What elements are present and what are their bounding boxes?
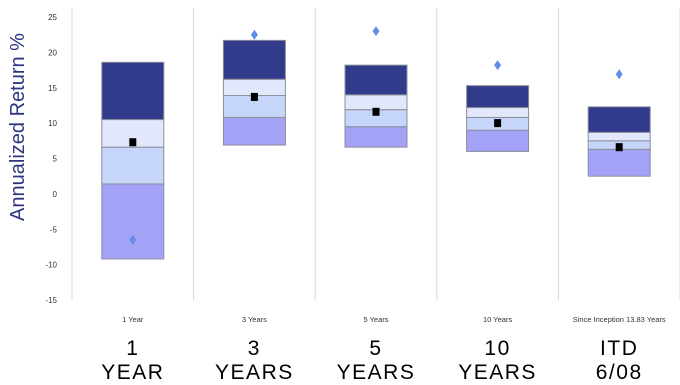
period-label-line: ITD [600, 337, 638, 360]
box-top-band [101, 61, 165, 121]
y-tick-label: 20 [48, 48, 57, 57]
y-tick-label: 5 [53, 155, 58, 164]
box-top-band [344, 64, 408, 96]
y-axis-label: Annualized Return % [7, 33, 29, 221]
y-tick-label: 15 [48, 84, 57, 93]
y-tick-labels: -15 -10 -5 0 5 10 15 20 25 [45, 13, 57, 305]
x-tick-label: 3 Years [242, 315, 267, 324]
period-label-line: 10 [484, 337, 510, 360]
period-label-line: 1 [126, 337, 139, 360]
category-dividers [71, 8, 680, 300]
box-top-band [222, 39, 286, 80]
box-upper-mid-band [466, 107, 530, 118]
box-series [101, 26, 651, 260]
y-tick-label: -15 [45, 296, 57, 305]
y-tick-label: -5 [50, 225, 58, 234]
x-tick-label: Since Inception 13.83 Years [573, 315, 666, 324]
x-tick-label: 5 Years [363, 315, 388, 324]
period-label-line: 6/08 [596, 361, 643, 384]
box-top-band [587, 106, 651, 133]
box-bottom-band [344, 126, 408, 148]
period-label-line: YEARS [215, 361, 294, 384]
box-bottom-band [222, 116, 286, 146]
box-upper-mid-band [344, 94, 408, 111]
box-upper-mid-band [587, 131, 651, 142]
y-tick-label: 10 [48, 119, 57, 128]
benchmark-marker [494, 60, 502, 71]
benchmark-marker [129, 234, 137, 245]
x-tick-label: 10 Years [483, 315, 512, 324]
portfolio-marker [615, 143, 623, 152]
box-bottom-band [466, 129, 530, 152]
period-label-line: 5 [369, 337, 382, 360]
benchmark-marker [615, 69, 623, 80]
benchmark-marker [250, 29, 258, 40]
box-bottom-band [587, 148, 651, 177]
portfolio-marker [372, 107, 380, 116]
period-label-line: YEAR [101, 361, 164, 384]
x-tick-label: 1 Year [122, 315, 144, 324]
box-top-band [466, 85, 530, 109]
y-tick-label: 25 [48, 13, 57, 22]
portfolio-marker [250, 92, 258, 101]
box-lower-mid-band [101, 146, 165, 185]
period-label-line: 3 [248, 337, 261, 360]
box-bottom-band [101, 183, 165, 260]
period-label-line: YEARS [458, 361, 537, 384]
y-tick-label: 0 [53, 190, 58, 199]
portfolio-marker [129, 138, 137, 147]
x-tick-labels: 1 Year 3 Years 5 Years 10 Years Since Incept… [122, 315, 666, 324]
period-label-line: YEARS [337, 361, 416, 384]
portfolio-marker [494, 119, 502, 128]
benchmark-marker [372, 26, 380, 37]
y-tick-label: -10 [45, 261, 57, 270]
